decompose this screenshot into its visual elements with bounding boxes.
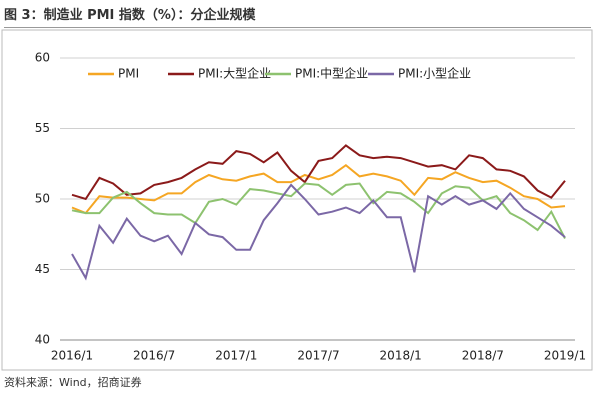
y-tick-label: 40 (35, 333, 50, 347)
x-tick-label: 2017/1 (215, 349, 257, 363)
series-line (71, 182, 566, 239)
legend-label: PMI:大型企业 (198, 66, 271, 81)
y-tick-label: 55 (35, 121, 50, 135)
series-line (71, 144, 566, 201)
legend-label: PMI (118, 67, 139, 81)
y-tick-label: 45 (35, 262, 50, 276)
chart-title: 图 3：制造业 PMI 指数（%）：分企业规模 (4, 4, 591, 28)
legend-label: PMI:中型企业 (295, 66, 368, 81)
source-note: 资料来源：Wind，招商证券 (4, 376, 142, 389)
series-line (71, 183, 566, 281)
x-tick-label: 2019/1 (544, 349, 586, 363)
x-tick-label: 2016/7 (133, 349, 175, 363)
x-tick-label: 2016/1 (51, 349, 93, 363)
y-tick-label: 50 (35, 192, 50, 206)
x-tick-label: 2017/7 (297, 349, 339, 363)
x-tick-label: 2018/7 (462, 349, 504, 363)
x-tick-label: 2018/1 (380, 349, 422, 363)
legend-label: PMI:小型企业 (398, 66, 471, 81)
y-tick-label: 60 (35, 51, 50, 65)
series-line (71, 163, 566, 215)
frame (1, 29, 593, 371)
